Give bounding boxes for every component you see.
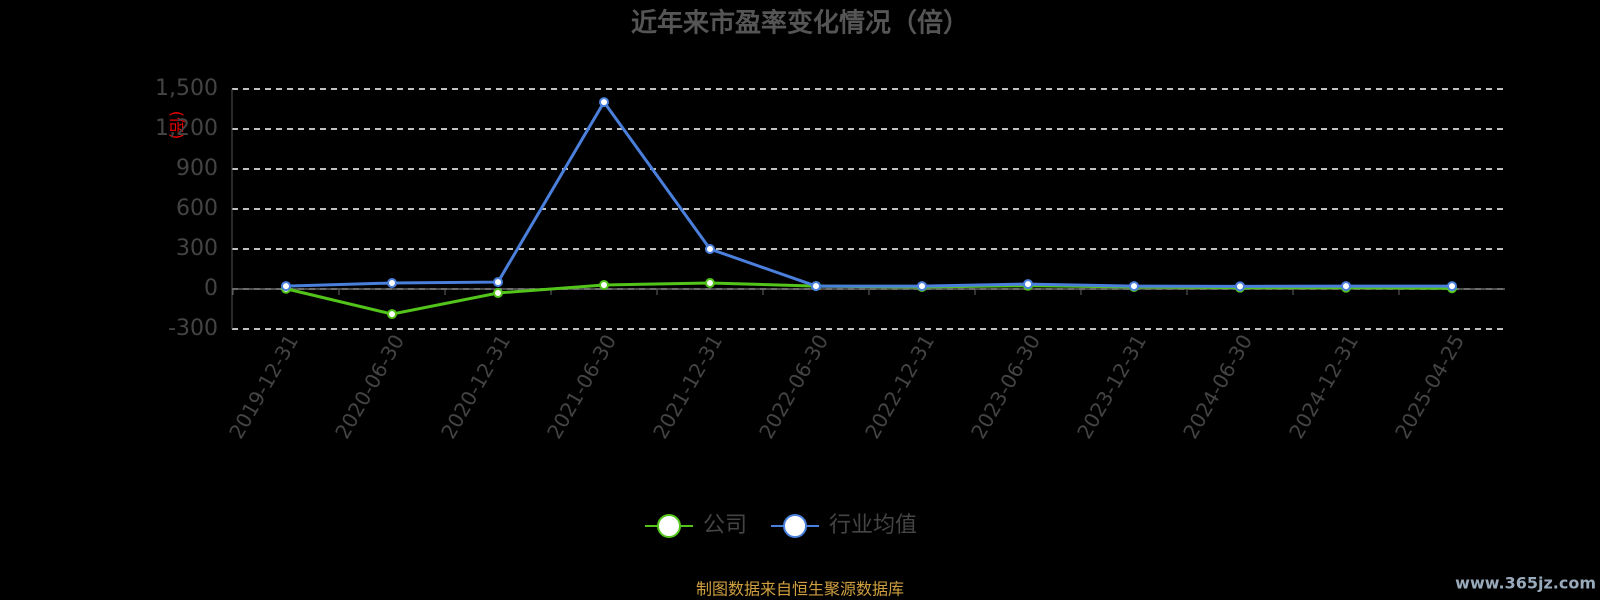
footer: 制图数据来自恒生聚源数据库: [696, 580, 904, 599]
data-point: [1129, 281, 1139, 292]
data-point: [387, 309, 397, 320]
data-point: [281, 281, 291, 292]
data-point: [1235, 281, 1245, 292]
y-tick-label: 1,200: [155, 116, 218, 141]
legend-label[interactable]: 公司: [703, 513, 747, 538]
data-point: [493, 277, 503, 288]
data-point: [705, 244, 715, 254]
y-tick-label: 600: [176, 196, 218, 221]
y-tick-label: -300: [168, 316, 218, 341]
data-point: [811, 281, 821, 292]
y-tick-label: 1,500: [155, 76, 218, 101]
y-tick-label: 0: [204, 276, 218, 301]
data-point: [705, 278, 715, 288]
data-point: [1023, 279, 1033, 290]
legend-marker[interactable]: [783, 514, 808, 538]
series-line: [285, 99, 1452, 288]
legend-label[interactable]: 行业均值: [829, 513, 917, 538]
data-point: [599, 280, 609, 290]
y-tick-label: 900: [176, 156, 218, 181]
y-axis-label: (倍): [168, 111, 187, 140]
data-point: [387, 278, 397, 288]
legend-marker[interactable]: [657, 514, 681, 538]
data-point: [493, 288, 503, 298]
chart-title: 近年来市盈率变化情况（倍）: [631, 8, 969, 39]
watermark: www.365jz.com: [1455, 574, 1596, 593]
data-point: [599, 97, 609, 108]
data-point: [917, 281, 927, 292]
data-point: [1341, 281, 1351, 292]
y-tick-label: 300: [176, 236, 218, 261]
data-point: [1447, 281, 1457, 292]
